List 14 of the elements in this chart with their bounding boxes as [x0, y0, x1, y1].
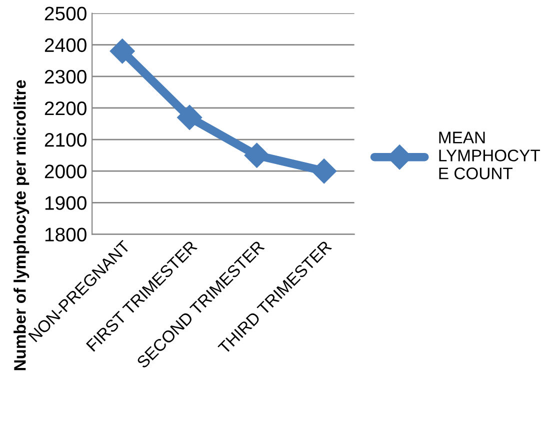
y-tick-label: 2200 [44, 101, 86, 116]
point [312, 158, 337, 184]
point [177, 104, 202, 130]
point [244, 142, 270, 168]
y-axis-title: Number of lymphocyte per microlitre [14, 80, 30, 370]
y-tick-label: 1800 [45, 228, 86, 242]
y-tick-label: 2000 [44, 164, 86, 178]
y-tick-label: 2400 [44, 38, 86, 52]
y-tick-label: 2500 [44, 6, 86, 20]
y-tick-label: 2100 [44, 133, 86, 147]
y-tick-label: 2300 [44, 70, 86, 84]
point [110, 38, 135, 64]
legend-label: MEAN LYMPHOCYTE COUNT [439, 132, 540, 180]
y-tick-label: 1900 [45, 196, 86, 210]
